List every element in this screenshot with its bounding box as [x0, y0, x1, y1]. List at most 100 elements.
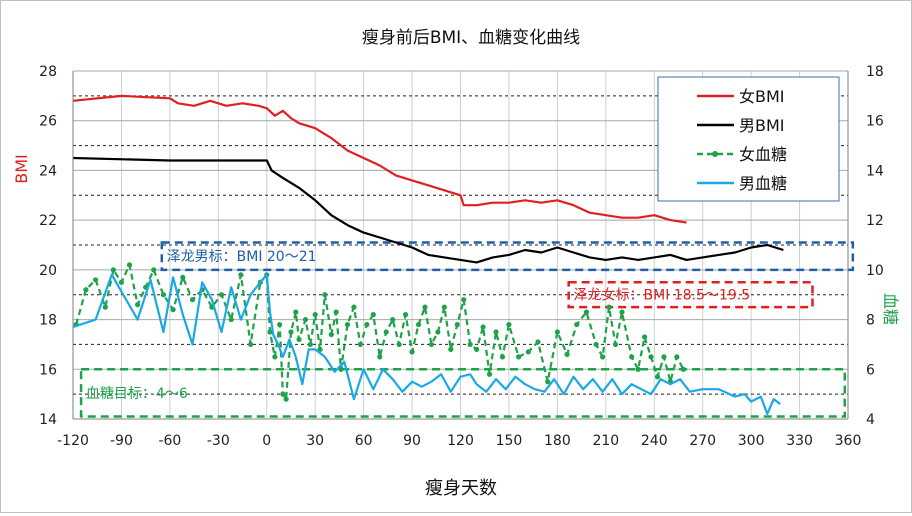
glucose-target-box — [79, 368, 847, 418]
x-axis-label: 瘦身天数 — [425, 478, 497, 499]
female-glucose-point — [493, 329, 499, 335]
female-glucose-point — [506, 321, 512, 328]
female-glucose-point — [364, 321, 370, 328]
x-tick-label: 180 — [544, 433, 571, 449]
female-glucose-point — [654, 374, 661, 380]
chart-title: 瘦身前后BMI、血糖变化曲线 — [362, 28, 580, 48]
female-glucose-point — [612, 341, 619, 348]
x-tick-label: 60 — [355, 433, 373, 449]
legend-box — [657, 76, 840, 202]
x-tick-label: 360 — [835, 433, 862, 449]
female-glucose-point — [499, 354, 506, 360]
legend-label-male-bmi: 男BMI — [739, 116, 785, 135]
female-glucose-point — [83, 287, 89, 293]
female-glucose-point — [554, 329, 560, 335]
legend-label-female-glucose: 女血糖 — [739, 145, 787, 164]
female-glucose-point — [110, 267, 116, 273]
female-glucose-point — [516, 354, 522, 360]
x-tick-label: 210 — [592, 433, 619, 449]
female-glucose-point — [545, 379, 551, 385]
female-glucose-point — [134, 302, 141, 308]
y-axis-left-label: BMI — [12, 154, 31, 184]
female-glucose-point — [302, 316, 309, 323]
female-glucose-point — [312, 312, 318, 318]
y-right-tick-label: 12 — [866, 213, 884, 229]
series-layer — [72, 94, 784, 416]
female-glucose-point — [635, 366, 641, 372]
female-glucose-point — [428, 341, 435, 348]
y-right-tick-label: 18 — [866, 64, 884, 80]
female-glucose-point — [293, 309, 299, 315]
female-glucose-point — [333, 309, 339, 315]
female-bmi-target-box — [567, 281, 814, 309]
female-glucose-point — [344, 321, 351, 328]
female-glucose-point — [151, 267, 157, 273]
female-glucose-point — [383, 329, 389, 335]
y-axis-right-label: 血糖 — [881, 293, 900, 325]
x-tick-label: -30 — [207, 433, 230, 449]
female-glucose-point — [280, 391, 286, 397]
female-glucose-point — [574, 321, 580, 328]
female-glucose-point — [661, 354, 667, 360]
female-glucose-point — [448, 346, 454, 352]
y-left-tick-label: 18 — [39, 313, 57, 329]
female-glucose-point — [307, 341, 313, 348]
male-bmi-target-box — [160, 241, 855, 272]
female-glucose-point — [277, 321, 283, 328]
y-left-tick-label: 22 — [39, 213, 57, 229]
female-glucose-point — [422, 304, 428, 310]
y-right-tick-label: 6 — [866, 362, 875, 378]
x-tick-label: 240 — [641, 433, 668, 449]
male-glucose-line — [72, 273, 781, 416]
female-glucose-point — [467, 341, 473, 348]
female-glucose-point — [648, 354, 654, 360]
x-tick-label: 30 — [306, 433, 324, 449]
y-left-tick-label: 20 — [39, 263, 57, 279]
female-glucose-point — [267, 329, 273, 335]
female-glucose-point — [351, 304, 357, 310]
x-tick-label: 0 — [262, 433, 271, 449]
female-glucose-point — [170, 307, 176, 313]
legend-marker-female-glucose — [712, 151, 718, 157]
x-tick-label: 270 — [689, 433, 716, 449]
female-glucose-point — [357, 341, 363, 348]
female-glucose-line — [75, 263, 685, 401]
female-glucose-point — [377, 354, 383, 360]
x-tick-label: 120 — [447, 433, 474, 449]
y-left-tick-label: 24 — [39, 163, 57, 179]
annotation-boxes: 泽龙男标：BMI 20～21 泽龙女标：BMI 18.5～19.5 血糖目标：4～6 — [79, 241, 855, 418]
female-glucose-point — [535, 339, 541, 345]
female-glucose-point — [461, 297, 467, 303]
x-tick-label: 330 — [786, 433, 813, 449]
female-glucose-point — [328, 331, 334, 338]
y-right-tick-label: 8 — [866, 313, 875, 329]
x-tick-label: -90 — [110, 433, 133, 449]
female-glucose-point — [322, 292, 328, 298]
female-glucose-point — [403, 312, 409, 318]
female-glucose-point — [126, 262, 133, 268]
female-glucose-point — [680, 366, 686, 372]
female-glucose-point — [288, 329, 294, 335]
female-glucose-point — [674, 354, 680, 360]
female-glucose-point — [409, 349, 415, 355]
female-bmi-target-box-label: 泽龙女标：BMI 18.5～19.5 — [574, 287, 751, 304]
female-glucose-point — [564, 351, 570, 357]
legend-label-female-bmi: 女BMI — [739, 87, 785, 106]
y-left-tick-label: 16 — [39, 362, 57, 378]
female-glucose-point — [118, 279, 125, 285]
female-bmi-line — [72, 94, 687, 224]
female-glucose-point — [296, 336, 302, 343]
y-left-tick-label: 28 — [39, 64, 57, 80]
female-glucose-point — [480, 324, 486, 330]
female-glucose-point — [272, 354, 278, 360]
female-glucose-point — [102, 304, 108, 310]
female-glucose-point — [454, 321, 460, 328]
female-glucose-point — [248, 341, 254, 348]
female-glucose-point — [93, 277, 99, 283]
female-glucose-point — [486, 371, 493, 377]
female-glucose-point — [218, 292, 225, 298]
female-glucose-point — [228, 316, 234, 323]
x-tick-label: 150 — [496, 433, 523, 449]
